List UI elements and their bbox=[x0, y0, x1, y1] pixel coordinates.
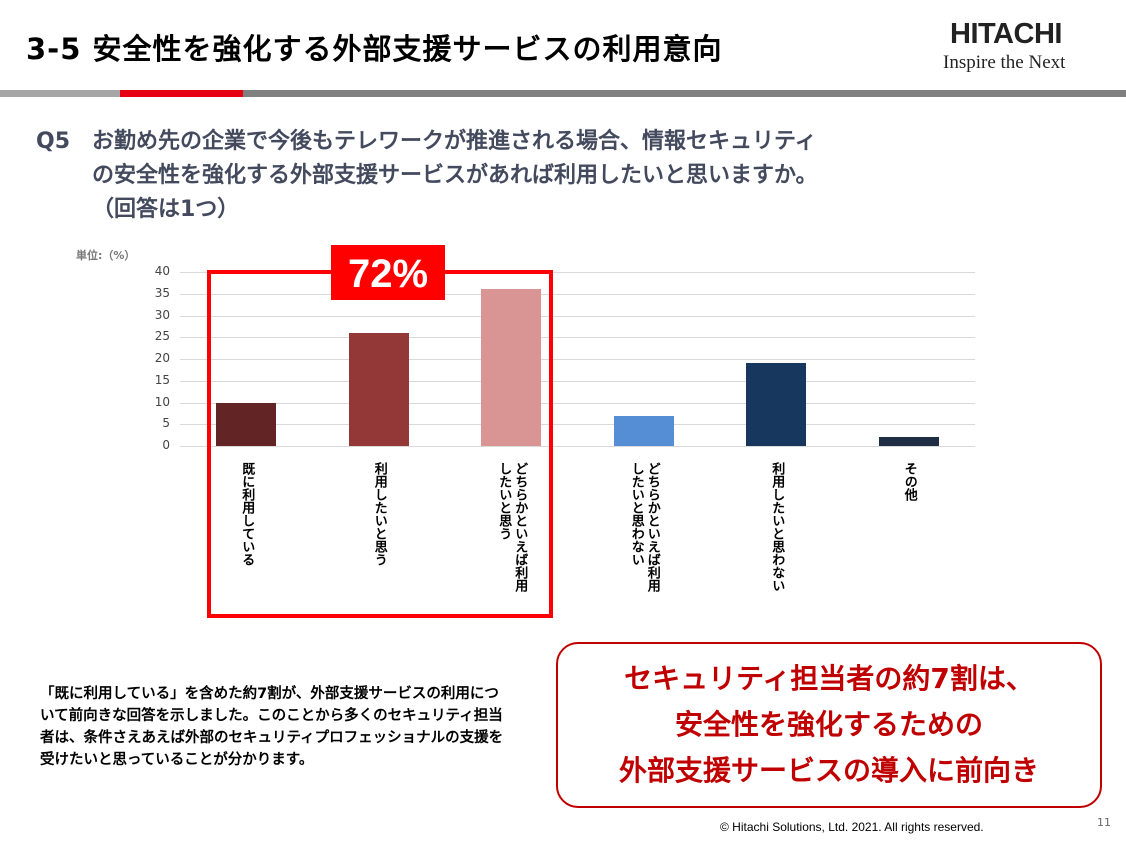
y-tick-label: 5 bbox=[162, 416, 170, 431]
header-divider-gray bbox=[0, 90, 120, 97]
gridline bbox=[180, 380, 975, 382]
hitachi-logo: HITACHI bbox=[950, 18, 1062, 50]
highlight-percent-label: 72% bbox=[331, 245, 445, 300]
bar bbox=[348, 332, 409, 446]
y-tick-label: 15 bbox=[154, 372, 170, 387]
category-label: 既に利用している bbox=[239, 462, 255, 566]
callout-line: 安全性を強化するための bbox=[674, 708, 983, 741]
header-divider-red bbox=[120, 90, 243, 97]
gridline bbox=[180, 402, 975, 404]
gridline bbox=[180, 446, 975, 447]
gridline bbox=[180, 337, 975, 339]
category-label: その他 bbox=[901, 462, 917, 501]
category-label: 利用したいと思う bbox=[371, 462, 387, 566]
question: Q5 お勤め先の企業で今後もテレワークが推進される場合、情報セキュリティ の安全… bbox=[36, 125, 818, 227]
y-tick-label: 30 bbox=[154, 307, 170, 322]
y-tick-label: 10 bbox=[154, 394, 170, 409]
bar bbox=[878, 437, 939, 446]
gridline bbox=[180, 359, 975, 360]
question-text: お勤め先の企業で今後もテレワークが推進される場合、情報セキュリティ の安全性を強… bbox=[92, 129, 818, 222]
category-label: 利用したいと思わない bbox=[769, 462, 785, 592]
gridline bbox=[180, 424, 975, 426]
page-title: 3-5 安全性を強化する外部支援サービスの利用意向 bbox=[26, 32, 723, 66]
logo-tagline: Inspire the Next bbox=[943, 52, 1066, 73]
callout-box: セキュリティ担当者の約7割は、 安全性を強化するための 外部支援サービスの導入に… bbox=[556, 642, 1102, 808]
bar bbox=[216, 402, 277, 446]
header-divider-dark bbox=[243, 90, 1126, 97]
gridline bbox=[180, 315, 975, 317]
bar bbox=[746, 363, 807, 446]
gridline bbox=[180, 272, 975, 273]
gridline bbox=[180, 293, 975, 295]
y-tick-label: 40 bbox=[154, 264, 170, 278]
y-tick-label: 25 bbox=[154, 329, 170, 344]
category-label: どちらかといえば利用 したいと思う bbox=[496, 462, 528, 592]
unit-label: 単位:（%） bbox=[76, 249, 136, 262]
bar bbox=[481, 289, 542, 446]
y-tick-label: 0 bbox=[162, 438, 170, 452]
callout-line: セキュリティ担当者の約7割は、 bbox=[624, 662, 1034, 695]
category-label: どちらかといえば利用 したいと思わない bbox=[628, 462, 660, 592]
bar bbox=[613, 415, 674, 446]
question-number: Q5 bbox=[36, 129, 71, 154]
copyright: © Hitachi Solutions, Ltd. 2021. All righ… bbox=[720, 820, 984, 834]
callout-line: 外部支援サービスの導入に前向き bbox=[618, 754, 1039, 787]
page-number: 11 bbox=[1097, 816, 1111, 829]
y-tick-label: 35 bbox=[154, 285, 170, 300]
highlight-box bbox=[207, 270, 553, 618]
y-tick-label: 20 bbox=[154, 351, 170, 365]
summary-text: 「既に利用している」を含めた約7割が、外部支援サービスの利用について前向きな回答… bbox=[40, 686, 504, 768]
